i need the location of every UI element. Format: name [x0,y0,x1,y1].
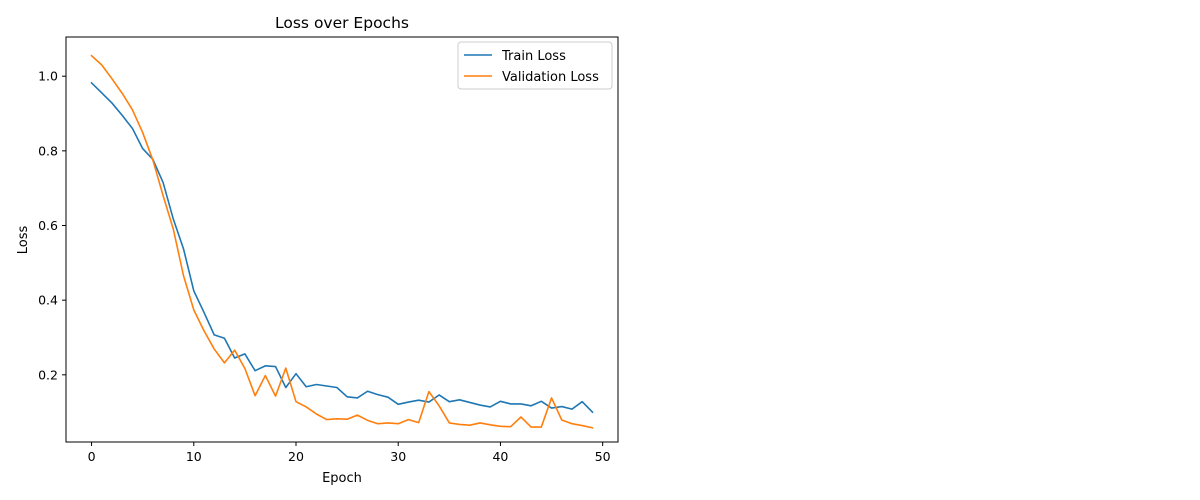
x-axis-ticks: 0 10 20 30 40 50 [88,442,611,464]
legend-label-train-loss: Train Loss [501,49,566,64]
legend-label-validation-loss: Validation Loss [502,70,599,85]
plot-area [65,36,619,443]
series-line-validation-loss [90,54,594,429]
y-tick-label: 0.4 [38,293,58,308]
y-axis-ticks: 0.2 0.4 0.6 0.8 1.0 [38,69,66,382]
y-tick-label: 0.8 [38,143,58,158]
series-layer [90,54,594,429]
x-tick-label: 0 [88,449,96,464]
y-tick-label: 0.2 [38,367,58,382]
x-tick-label: 40 [492,449,508,464]
x-axis-label: Epoch [322,471,362,486]
chart-title: Loss over Epochs [275,14,409,32]
x-tick-label: 50 [595,449,611,464]
plot-frame [65,36,619,443]
y-tick-label: 1.0 [38,69,58,84]
legend: Train Loss Validation Loss [457,41,613,90]
y-tick-label: 0.6 [38,218,58,233]
x-tick-label: 30 [390,449,406,464]
x-tick-label: 10 [186,449,202,464]
x-tick-label: 20 [288,449,304,464]
series-line-train-loss [90,81,594,414]
y-axis-label: Loss [16,226,31,255]
legend-frame [457,41,613,90]
